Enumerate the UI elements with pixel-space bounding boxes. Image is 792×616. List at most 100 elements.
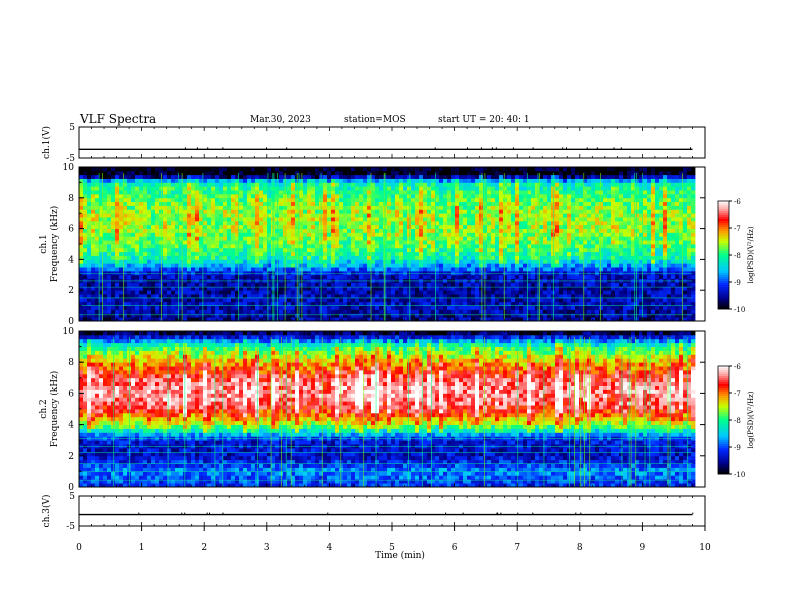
spectrogram-cell <box>447 182 451 186</box>
spectrogram-cell <box>507 298 511 302</box>
spectrogram-cell <box>363 244 367 248</box>
spectrogram-cell <box>103 182 107 186</box>
spectrogram-cell <box>535 240 539 244</box>
spectrogram-cell <box>231 290 235 294</box>
spectrogram-cell <box>299 213 303 217</box>
spectrogram-cell <box>207 229 211 233</box>
spectrogram-cell <box>203 209 207 213</box>
spectrogram-cell <box>503 309 507 313</box>
spectrogram-cell <box>135 290 139 294</box>
spectrogram-cell <box>111 290 115 294</box>
spectrogram-cell <box>375 290 379 294</box>
spectrogram-cell <box>299 221 303 225</box>
spectrogram-cell <box>339 248 343 252</box>
spectrogram-cell <box>191 175 195 179</box>
spectrogram-cell <box>439 225 443 229</box>
spectrogram-cell <box>487 179 491 183</box>
spectrogram-cell <box>223 236 227 240</box>
spectrogram-cell <box>291 198 295 202</box>
spectrogram-cell <box>151 244 155 248</box>
spectrogram-cell <box>431 283 435 287</box>
spectrogram-cell <box>171 283 175 287</box>
spectrogram-cell <box>135 194 139 198</box>
spectrogram-cell <box>535 186 539 190</box>
spectrogram-cell <box>535 194 539 198</box>
spectrogram-cell <box>303 179 307 183</box>
spectrogram-cell <box>135 313 139 317</box>
spectrogram-cell <box>339 259 343 263</box>
spectrogram-cell <box>479 186 483 190</box>
spectrogram-cell <box>91 175 95 179</box>
spectrogram-cell <box>387 313 391 317</box>
spectrogram-cell <box>463 229 467 233</box>
spectrogram-cell <box>503 240 507 244</box>
spectrogram-cell <box>499 275 503 279</box>
spectrogram-cell <box>467 236 471 240</box>
spectrogram-cell <box>327 171 331 175</box>
spectrogram-cell <box>507 186 511 190</box>
spectrogram-cell <box>239 313 243 317</box>
spectrogram-cell <box>395 171 399 175</box>
spectrogram-cell <box>399 263 403 267</box>
spectrogram-cell <box>263 267 267 271</box>
spectrogram-cell <box>187 221 191 225</box>
spectrogram-cell <box>495 244 499 248</box>
spectrogram-cell <box>171 186 175 190</box>
spectrogram-cell <box>471 283 475 287</box>
spectrogram-cell <box>563 263 567 267</box>
spectrogram-cell <box>407 236 411 240</box>
spectrogram-cell <box>347 275 351 279</box>
spectrogram-cell <box>495 267 499 271</box>
spectrogram-cell <box>255 171 259 175</box>
spectrogram-cell <box>179 313 183 317</box>
spectrogram-cell <box>311 202 315 206</box>
spectrogram-cell <box>191 309 195 313</box>
spectrogram-cell <box>263 190 267 194</box>
spectrogram-cell <box>171 182 175 186</box>
spectrogram-cell <box>299 202 303 206</box>
spectrogram-cell <box>411 213 415 217</box>
spectrogram-cell <box>219 240 223 244</box>
spectrogram-cell <box>439 179 443 183</box>
spectrogram-cell <box>243 259 247 263</box>
spectrogram-cell <box>547 283 551 287</box>
spectrogram-cell <box>179 182 183 186</box>
spectrogram-cell <box>227 263 231 267</box>
spectrogram-cell <box>451 275 455 279</box>
spectrogram-cell <box>415 175 419 179</box>
spectrogram-cell <box>231 283 235 287</box>
spectrogram-cell <box>171 248 175 252</box>
spectrogram-cell <box>207 175 211 179</box>
spectrogram-cell <box>215 275 219 279</box>
spectrogram-cell <box>243 236 247 240</box>
spectrogram-cell <box>187 198 191 202</box>
spectrogram-cell <box>463 232 467 236</box>
spectrogram-cell <box>515 186 519 190</box>
spectrogram-cell <box>331 202 335 206</box>
spectrogram-cell <box>207 248 211 252</box>
spectrogram-cell <box>363 256 367 260</box>
spectrogram-cell <box>287 248 291 252</box>
spectrogram-cell <box>119 232 123 236</box>
spectrogram-cell <box>127 182 131 186</box>
spectrogram-cell <box>339 179 343 183</box>
spectrogram-cell <box>519 256 523 260</box>
spectrogram-cell <box>563 248 567 252</box>
spectrogram-cell <box>347 213 351 217</box>
spectrogram-cell <box>463 182 467 186</box>
spectrogram-cell <box>375 309 379 313</box>
spectrogram-cell <box>95 306 99 310</box>
spectrogram-cell <box>299 298 303 302</box>
spectrogram-cell <box>559 171 563 175</box>
spectrogram-cell <box>463 283 467 287</box>
spectrogram-cell <box>91 298 95 302</box>
spectrogram-cell <box>91 198 95 202</box>
spectrogram-cell <box>339 232 343 236</box>
spectrogram-cell <box>503 263 507 267</box>
spectrogram-cell <box>535 236 539 240</box>
spectrogram-cell <box>471 167 475 171</box>
spectrogram-cell <box>363 209 367 213</box>
spectrogram-cell <box>519 202 523 206</box>
spectrogram-cell <box>419 186 423 190</box>
spectrogram-cell <box>155 313 159 317</box>
